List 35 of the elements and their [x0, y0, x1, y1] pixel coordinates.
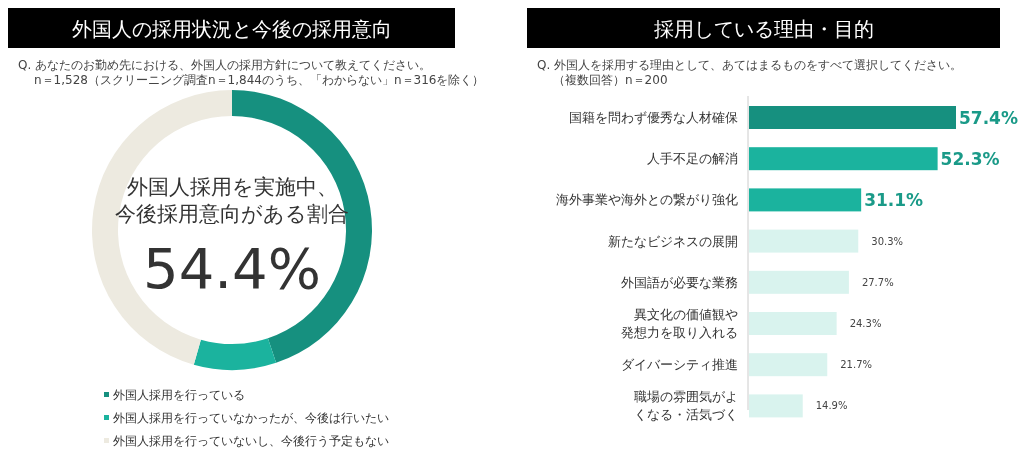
chart-subtitle: Q. あなたのお勤め先における、外国人の採用方針について教えてください。	[18, 58, 432, 72]
legend-label: 外国人採用を行っていなかったが、今後は行いたい	[113, 411, 389, 425]
y-tick-label: 海外事業や海外との繋がり強化	[556, 192, 738, 208]
data-label: 21.7%	[840, 359, 873, 371]
text: （複数回答）n＝200	[553, 73, 668, 87]
bar	[749, 312, 837, 335]
data-label: 57.4%	[959, 107, 1018, 128]
data-label: 31.1%	[864, 189, 924, 210]
chart-title: 採用している理由・目的	[653, 17, 874, 41]
y-tick-label: 外国語が必要な業務	[621, 274, 738, 290]
chart-subtitle: Q. 外国人を採用する理由として、あてはまるものをすべて選択してください。	[537, 58, 963, 72]
bar	[749, 147, 938, 171]
legend-label: 外国人採用を行っている	[113, 388, 245, 402]
data-label: 27.7%	[861, 276, 894, 288]
bar	[749, 188, 862, 212]
data-label: 14.9%	[815, 400, 848, 412]
bar	[749, 394, 803, 418]
y-tick-label: ダイバーシティ推進	[621, 357, 738, 373]
donut-slice	[193, 338, 277, 370]
data-label: 52.3%	[940, 148, 1000, 169]
data-label: 30.3%	[871, 235, 904, 247]
chart-title: 外国人の採用状況と今後の採用意向	[71, 17, 392, 41]
bar	[749, 353, 828, 377]
bar	[749, 229, 859, 253]
y-tick-label: 職場の雰囲気がよくなる・活気づく	[634, 389, 738, 423]
data-label: 24.3%	[849, 318, 882, 329]
y-tick-label: 新たなビジネスの展開	[608, 233, 738, 249]
y-tick-label: 国籍を問わず優秀な人材確保	[569, 110, 738, 125]
y-tick-label: 異文化の価値観や発想力を取り入れる	[621, 307, 738, 340]
bar	[749, 270, 849, 294]
legend-label: 外国人採用を行っていないし、今後行う予定もない	[113, 434, 389, 448]
bar	[749, 106, 956, 129]
text: 54.4%	[143, 235, 321, 301]
y-tick-label: 人手不足の解消	[647, 151, 738, 167]
text: n＝1,528（スクリーニング調査n＝1,844のうち、「わからない」n＝316を除く）	[34, 73, 485, 87]
